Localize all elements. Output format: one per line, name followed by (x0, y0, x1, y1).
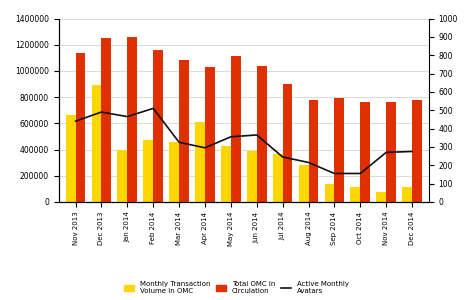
Bar (273, 154, 283, 202)
Bar (334, 98, 344, 202)
Legend: Monthly Transaction
Volume in OMC, Total OMC in
Circulation, Active Monthly
Avat: Monthly Transaction Volume in OMC, Total… (122, 279, 351, 296)
Bar (143, 140, 153, 202)
Bar (360, 102, 370, 202)
Bar (308, 100, 318, 202)
Bar (257, 66, 267, 202)
Bar (377, 192, 386, 202)
Bar (179, 60, 189, 202)
Bar (66, 116, 76, 202)
Bar (324, 184, 334, 202)
Bar (231, 56, 241, 202)
Bar (386, 102, 396, 202)
Bar (169, 142, 179, 202)
Bar (298, 165, 308, 202)
Bar (350, 188, 360, 202)
Bar (205, 67, 215, 202)
Bar (92, 85, 101, 202)
Bar (195, 122, 205, 202)
Bar (153, 50, 163, 202)
Bar (117, 149, 127, 202)
Bar (247, 152, 257, 202)
Bar (127, 38, 137, 202)
Bar (76, 53, 86, 202)
Bar (402, 188, 412, 202)
Bar (101, 38, 111, 202)
Bar (221, 146, 231, 202)
Bar (412, 100, 422, 202)
Bar (283, 84, 292, 202)
